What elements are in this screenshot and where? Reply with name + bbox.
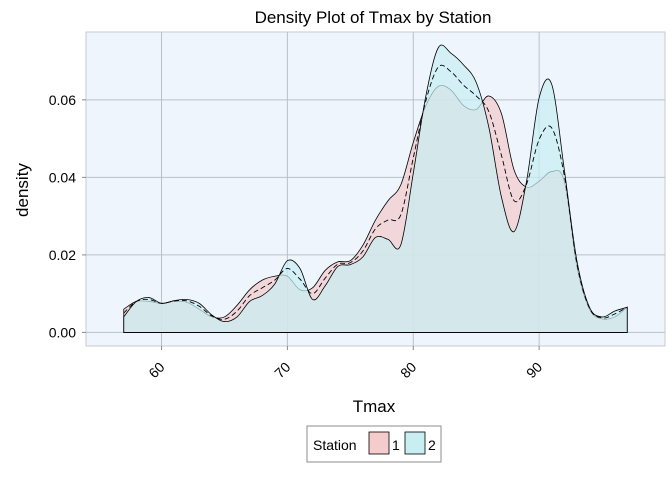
- overall-density-line: [123, 64, 628, 320]
- x-tick-label: 80: [397, 359, 419, 381]
- x-tick-label: 90: [523, 359, 545, 381]
- legend: Station 1 2: [306, 425, 442, 463]
- density-area-station-2: [123, 44, 628, 333]
- x-tick-label: 70: [271, 359, 293, 381]
- y-tick-label: 0.06: [49, 92, 76, 108]
- y-tick-label: 0.00: [49, 324, 76, 340]
- x-tick-label: 60: [145, 359, 167, 381]
- y-tick-label: 0.02: [49, 247, 76, 263]
- x-axis-title: Tmax: [353, 397, 396, 416]
- legend-label-2: 2: [428, 437, 436, 453]
- chart-title: Density Plot of Tmax by Station: [255, 8, 492, 27]
- legend-label-1: 1: [392, 437, 400, 453]
- density-areas: [123, 44, 628, 333]
- y-axis-title: density: [13, 163, 32, 217]
- y-tick-label: 0.04: [49, 169, 76, 185]
- legend-title: Station: [313, 437, 357, 453]
- legend-swatch-1: [368, 431, 390, 455]
- legend-swatch-2: [404, 431, 426, 455]
